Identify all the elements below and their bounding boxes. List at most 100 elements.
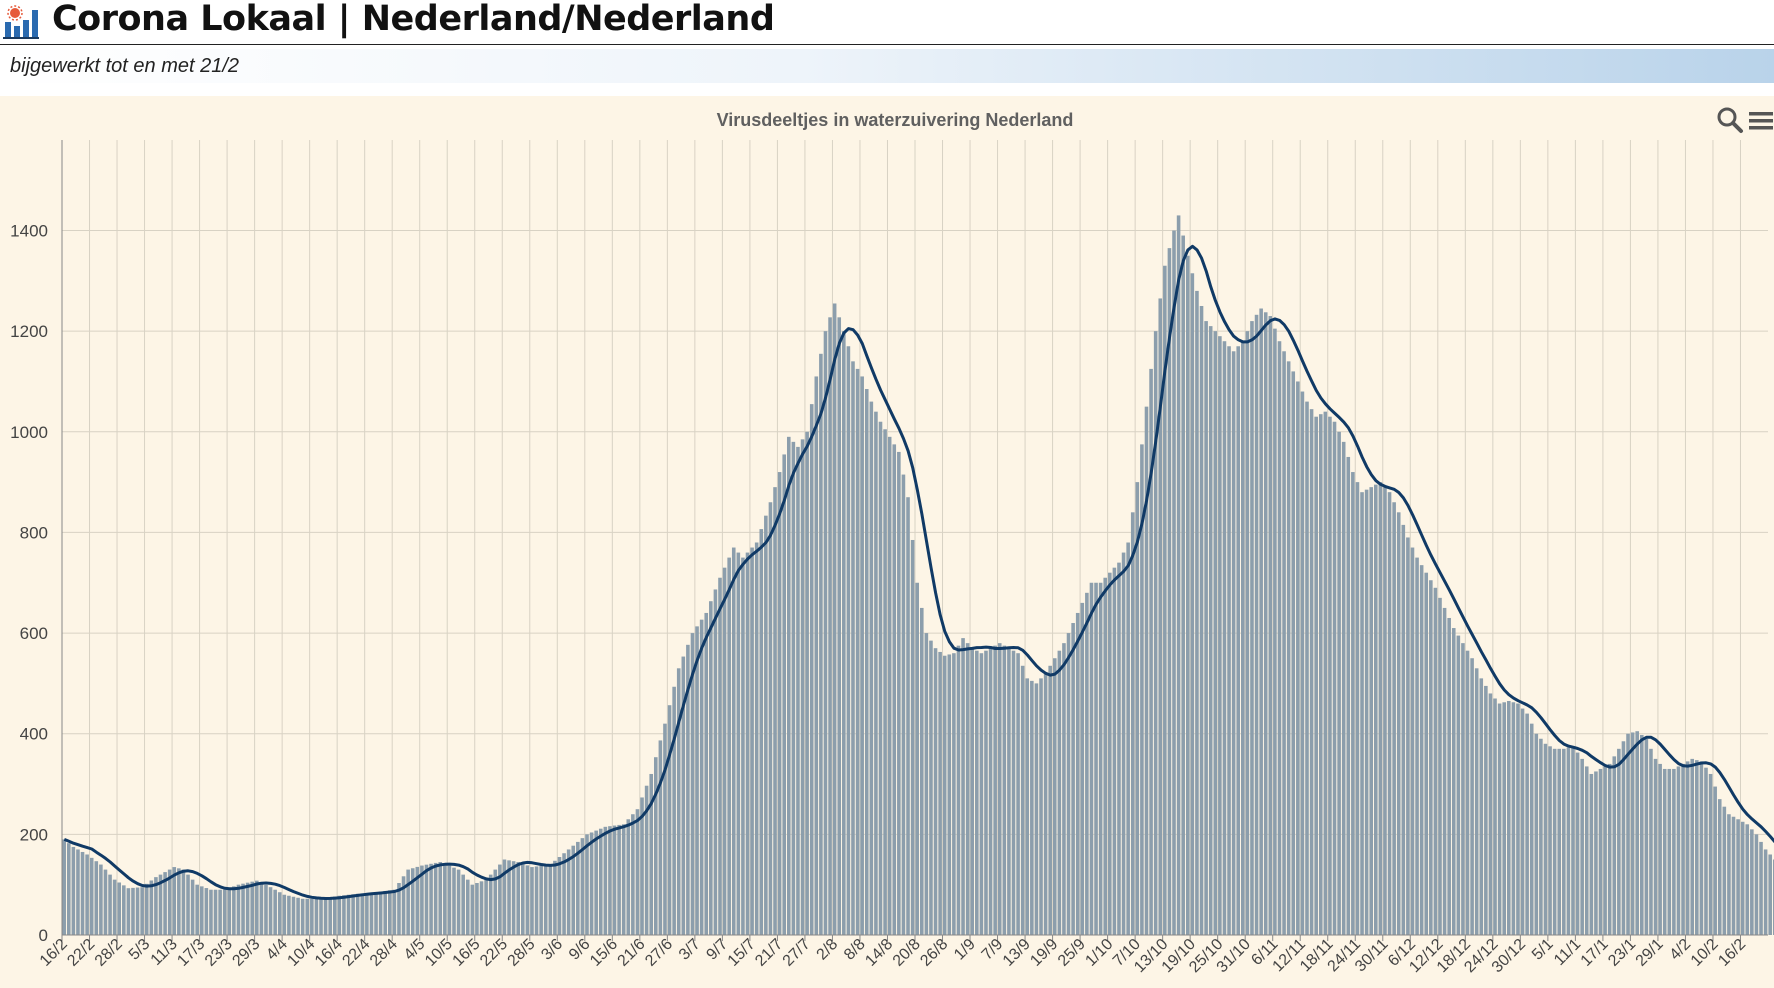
bar [676, 668, 681, 935]
y-tick-label: 400 [20, 725, 48, 744]
x-tick-label: 21/7 [752, 936, 786, 970]
x-tick-label: 16/4 [312, 936, 346, 970]
x-tick-label: 19/9 [1027, 936, 1061, 970]
bar [1222, 341, 1227, 935]
bar [456, 869, 461, 935]
bar [653, 757, 658, 935]
bar [603, 826, 608, 935]
bar [809, 404, 814, 935]
bar [768, 502, 773, 935]
bar [1662, 768, 1667, 935]
bar [305, 898, 310, 935]
bar [76, 849, 80, 935]
bar [1506, 701, 1511, 935]
bar [1672, 768, 1676, 935]
bar [1465, 650, 1470, 935]
bar [1250, 321, 1254, 935]
bar [1401, 524, 1406, 935]
bar [1103, 577, 1108, 935]
x-tick-label: 27/7 [780, 936, 814, 970]
bar [287, 895, 291, 935]
bar [181, 869, 186, 935]
bar [1195, 290, 1199, 935]
bar [392, 889, 397, 935]
bar [1470, 658, 1474, 935]
bar [1456, 635, 1461, 935]
bar [1066, 633, 1071, 935]
bar [1539, 738, 1543, 935]
bar [85, 854, 89, 935]
bar [731, 547, 736, 935]
y-tick-label: 1400 [10, 222, 48, 241]
zoom-magnifier-icon[interactable] [1716, 106, 1744, 134]
grid [61, 140, 1768, 936]
bar [1479, 678, 1484, 935]
bar [1199, 305, 1204, 935]
y-tick-label: 800 [20, 523, 48, 542]
bar [1658, 763, 1662, 935]
bar [695, 626, 699, 935]
bar [621, 824, 626, 935]
bar [1300, 391, 1305, 935]
bar [640, 797, 644, 935]
bar [1378, 482, 1383, 935]
bar [1153, 331, 1158, 936]
bar [1410, 547, 1415, 935]
bar [1268, 316, 1273, 935]
bar [1488, 693, 1493, 935]
bar [576, 841, 580, 935]
bar [452, 867, 456, 935]
bar [649, 773, 653, 935]
bar [66, 843, 71, 935]
bar [126, 888, 131, 935]
bar [475, 883, 479, 935]
bar [273, 889, 277, 935]
bar [1236, 346, 1241, 935]
bar [919, 607, 924, 935]
bar [488, 874, 493, 935]
bar [71, 846, 76, 935]
bar [401, 876, 406, 935]
hamburger-menu-icon[interactable] [1748, 108, 1774, 134]
bar [1034, 683, 1039, 935]
bar [1163, 265, 1167, 935]
bar [1062, 643, 1066, 935]
bar [910, 539, 915, 935]
bar [186, 874, 190, 935]
bar [814, 376, 819, 935]
bar [1493, 698, 1497, 935]
x-tick-label: 10/4 [284, 936, 318, 970]
bar [819, 353, 823, 935]
bar [1323, 411, 1328, 936]
x-tick-label: 10/5 [422, 936, 456, 970]
bar [163, 872, 167, 935]
x-tick-label: 26/8 [917, 936, 951, 970]
bar [332, 896, 337, 935]
bar-series [62, 215, 1774, 936]
bar [933, 648, 938, 935]
x-tick-label: 28/4 [367, 936, 401, 970]
bar [383, 890, 388, 935]
bar [1722, 806, 1727, 935]
bar [1681, 763, 1685, 935]
bar [131, 887, 135, 935]
bar [1759, 841, 1763, 935]
x-tick-label: 15/6 [587, 936, 621, 970]
bar [218, 889, 222, 935]
bar [1048, 665, 1052, 935]
bar [1461, 643, 1465, 935]
bar [1447, 617, 1451, 935]
bar [1282, 351, 1286, 935]
x-tick-label: 30/11 [1352, 936, 1392, 976]
bar [314, 898, 319, 935]
bar [465, 879, 470, 935]
bar [1589, 773, 1594, 935]
bar [608, 826, 612, 935]
bar [1497, 703, 1502, 935]
bar [1575, 752, 1580, 935]
bar [1167, 248, 1172, 935]
bar [1653, 758, 1658, 935]
bar [594, 830, 598, 935]
bar [979, 653, 984, 935]
bar [1699, 761, 1704, 935]
